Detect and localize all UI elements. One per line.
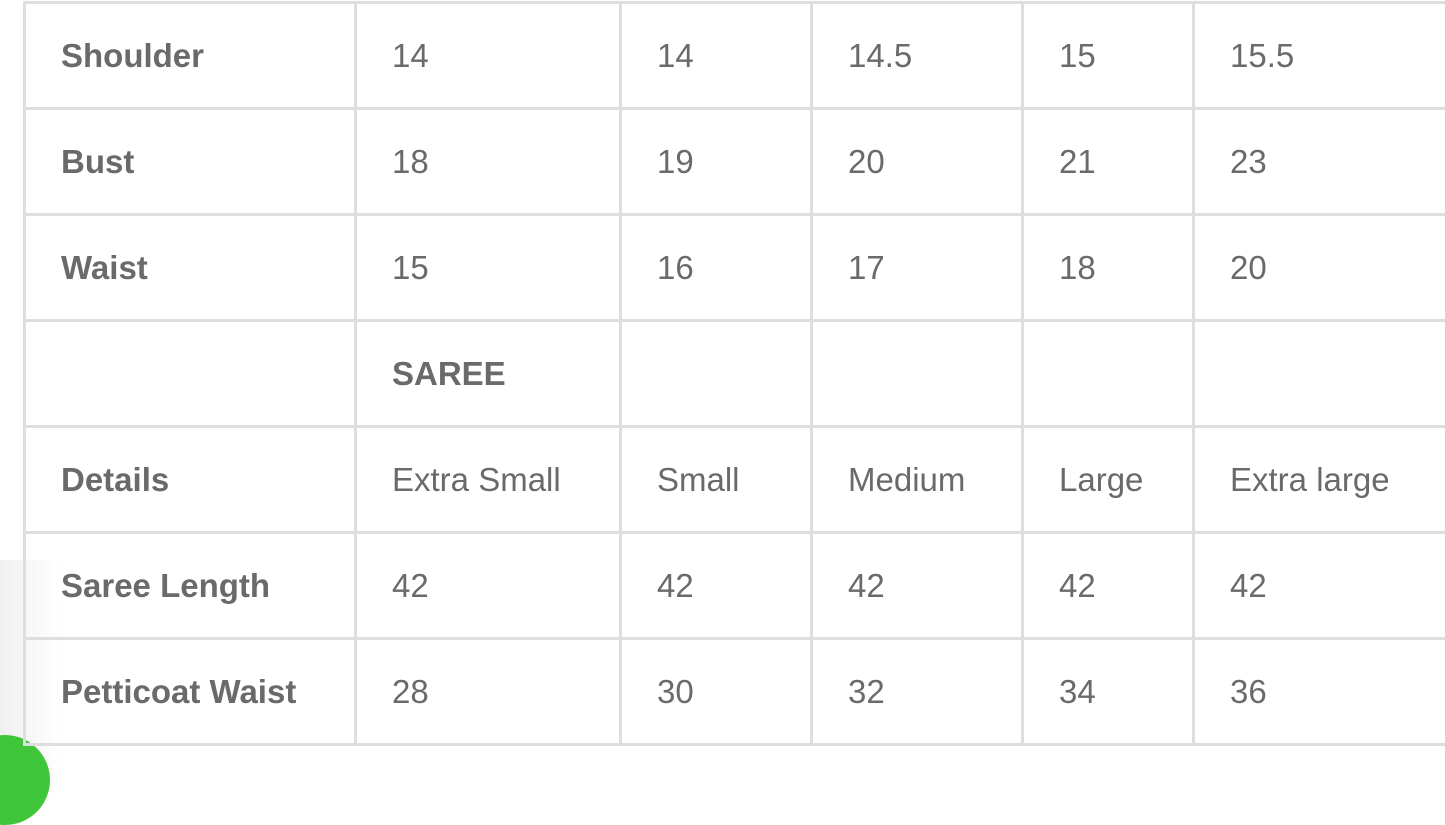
cell-value: 36	[1194, 639, 1445, 745]
empty-cell	[25, 321, 356, 427]
cell-value: 18	[1023, 215, 1194, 321]
cell-value: 32	[812, 639, 1023, 745]
cell-value: 42	[1194, 533, 1445, 639]
cell-value: 17	[812, 215, 1023, 321]
cell-value: 14.5	[812, 3, 1023, 109]
section-row: SAREE	[25, 321, 1445, 427]
cell-value: Extra Small	[356, 427, 621, 533]
cell-value: 42	[621, 533, 812, 639]
cell-value: 23	[1194, 109, 1445, 215]
cell-value: Extra large	[1194, 427, 1445, 533]
cell-value: Small	[621, 427, 812, 533]
cell-value: 20	[812, 109, 1023, 215]
row-label: Details	[25, 427, 356, 533]
cell-value: 42	[1023, 533, 1194, 639]
cell-value: 14	[356, 3, 621, 109]
cell-value: 42	[356, 533, 621, 639]
cell-value: 28	[356, 639, 621, 745]
empty-cell	[1194, 321, 1445, 427]
row-label: Bust	[25, 109, 356, 215]
cell-value: 18	[356, 109, 621, 215]
cell-value: 30	[621, 639, 812, 745]
cell-value: 15	[356, 215, 621, 321]
section-title: SAREE	[356, 321, 621, 427]
cell-value: 16	[621, 215, 812, 321]
row-label: Shoulder	[25, 3, 356, 109]
cell-value: Large	[1023, 427, 1194, 533]
cell-value: 34	[1023, 639, 1194, 745]
cell-value: 15	[1023, 3, 1194, 109]
cell-value: 15.5	[1194, 3, 1445, 109]
row-label: Waist	[25, 215, 356, 321]
cell-value: 19	[621, 109, 812, 215]
cell-value: Medium	[812, 427, 1023, 533]
row-label: Saree Length	[25, 533, 356, 639]
empty-cell	[621, 321, 812, 427]
cell-value: 21	[1023, 109, 1194, 215]
cell-value: 42	[812, 533, 1023, 639]
cell-value: 20	[1194, 215, 1445, 321]
row-label: Petticoat Waist	[25, 639, 356, 745]
empty-cell	[1023, 321, 1194, 427]
empty-cell	[812, 321, 1023, 427]
cell-value: 14	[621, 3, 812, 109]
